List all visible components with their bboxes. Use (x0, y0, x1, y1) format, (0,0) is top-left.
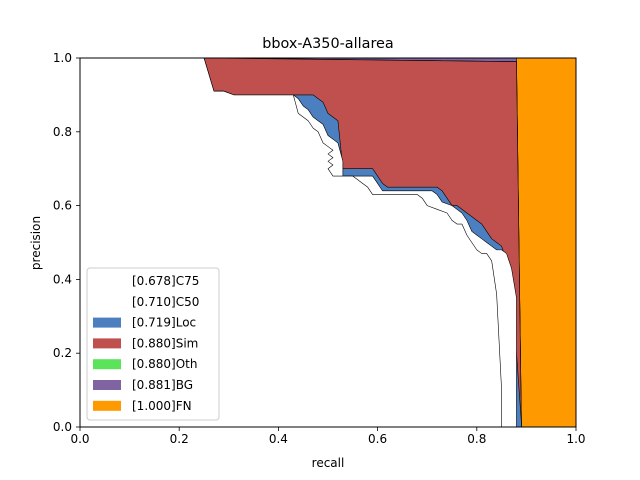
x-tick-label: 1.0 (566, 432, 585, 446)
x-tick-label: 0.4 (269, 432, 288, 446)
x-tick-label: 0.2 (170, 432, 189, 446)
y-tick-label: 0.0 (53, 420, 72, 434)
legend-swatch (93, 359, 121, 370)
legend-swatch (93, 338, 121, 349)
legend-label: [1.000]FN (132, 399, 192, 413)
legend-label: [0.678]C75 (132, 274, 199, 288)
y-tick-label: 0.4 (53, 272, 72, 286)
legend-swatch (93, 296, 121, 307)
chart-title: bbox-A350-allarea (262, 36, 393, 52)
axes-frame (79, 57, 577, 428)
legend-swatch (93, 317, 121, 328)
x-axis-title: recall (312, 456, 345, 470)
legend-label: [0.880]Sim (132, 336, 198, 350)
legend-swatch (93, 276, 121, 286)
legend-label: [0.710]C50 (132, 295, 199, 309)
axes: 0.0 0.2 0.4 0.6 0.8 1.0 0.0 0.2 0.4 0.6 0.8 1.0 (53, 51, 586, 446)
x-tick-label: 0.6 (368, 432, 387, 446)
legend: [0.678]C75 [0.710]C50 [0.719]Loc [0.880]Sim… (86, 267, 220, 421)
y-tick-label: 0.6 (53, 199, 72, 213)
legend-label: [0.880]Oth (132, 357, 197, 371)
legend-label: [0.881]BG (132, 378, 193, 392)
y-tick-label: 0.2 (53, 346, 72, 360)
y-tick-label: 1.0 (53, 51, 72, 65)
legend-swatch (93, 380, 121, 390)
legend-swatch (93, 400, 121, 411)
x-tick-label: 0.0 (70, 432, 89, 446)
legend-label: [0.719]Loc (132, 316, 196, 330)
x-tick-label: 0.8 (467, 432, 486, 446)
y-axis-title: precision (29, 216, 43, 270)
y-tick-label: 0.8 (53, 125, 72, 139)
